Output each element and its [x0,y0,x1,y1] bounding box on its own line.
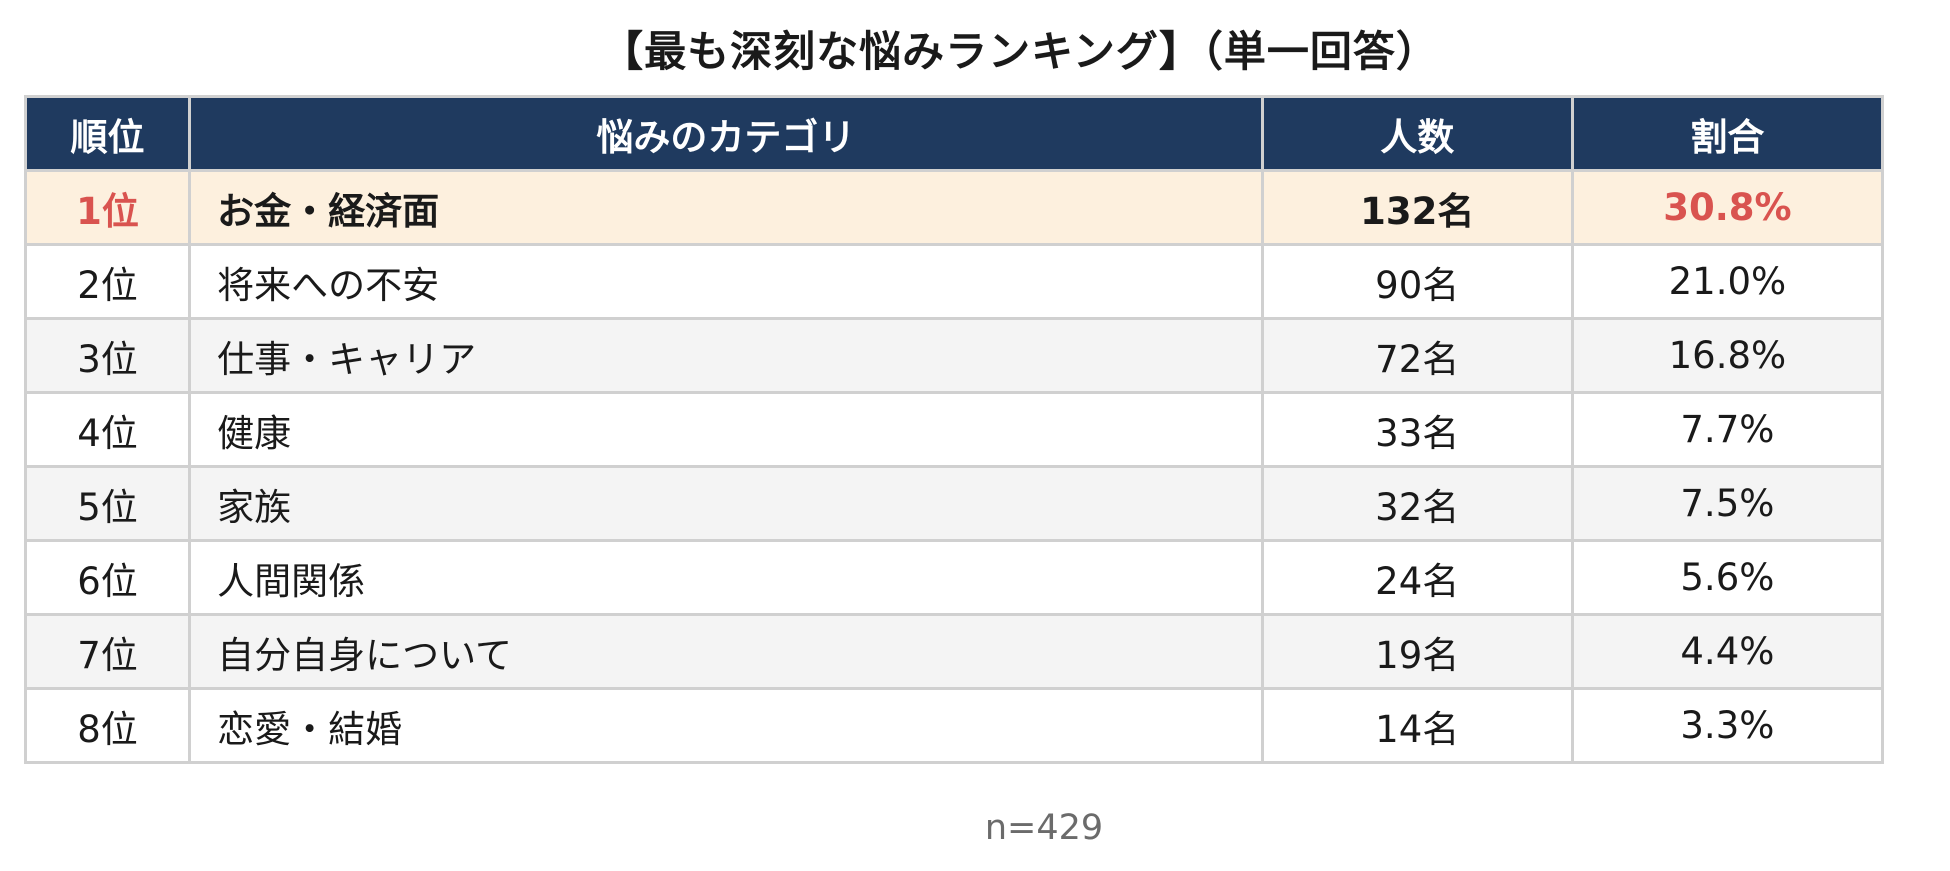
chart-title: 【最も深刻な悩みランキング】（単一回答） [601,27,1439,76]
share-cell: 5.6% [1570,539,1885,616]
category-cell: 家族 [188,465,1264,542]
rank-cell: 4位 [23,391,192,468]
category-cell: 人間関係 [188,539,1264,616]
rank-cell: 6位 [23,539,192,616]
header-category: 悩みのカテゴリ [188,95,1264,172]
ranking-table: 順位 悩みのカテゴリ 人数 割合 1位 お金・経済面 132名 30.8% 2位… [23,95,1885,764]
count-cell: 19名 [1260,613,1574,690]
share-cell: 4.4% [1570,613,1885,690]
count-cell: 14名 [1260,687,1574,764]
header-row: 順位 悩みのカテゴリ 人数 割合 [23,95,1885,172]
share-cell: 7.5% [1570,465,1885,542]
count-cell: 132名 [1260,169,1574,246]
header-rank: 順位 [23,95,192,172]
table-row: 6位 人間関係 24名 5.6% [23,539,1885,616]
share-cell: 16.8% [1570,317,1885,394]
rank-cell: 5位 [23,465,192,542]
count-cell: 24名 [1260,539,1574,616]
rank-cell: 8位 [23,687,192,764]
table-row: 1位 お金・経済面 132名 30.8% [23,169,1885,246]
table-row: 4位 健康 33名 7.7% [23,391,1885,468]
table-row: 7位 自分自身について 19名 4.4% [23,613,1885,690]
category-cell: 仕事・キャリア [188,317,1264,394]
category-cell: 将来への不安 [188,243,1264,320]
count-cell: 33名 [1260,391,1574,468]
rank-cell: 1位 [23,169,192,246]
table-row: 2位 将来への不安 90名 21.0% [23,243,1885,320]
share-cell: 30.8% [1570,169,1885,246]
rank-cell: 2位 [23,243,192,320]
rank-cell: 7位 [23,613,192,690]
table-row: 3位 仕事・キャリア 72名 16.8% [23,317,1885,394]
count-cell: 32名 [1260,465,1574,542]
count-cell: 90名 [1260,243,1574,320]
table-row: 5位 家族 32名 7.5% [23,465,1885,542]
category-cell: 自分自身について [188,613,1264,690]
table-row: 8位 恋愛・結婚 14名 3.3% [23,687,1885,764]
share-cell: 3.3% [1570,687,1885,764]
header-count: 人数 [1260,95,1574,172]
category-cell: 恋愛・結婚 [188,687,1264,764]
rank-cell: 3位 [23,317,192,394]
share-cell: 7.7% [1570,391,1885,468]
sample-size-note: n=429 [984,808,1104,848]
category-cell: お金・経済面 [188,169,1264,246]
category-cell: 健康 [188,391,1264,468]
share-cell: 21.0% [1570,243,1885,320]
count-cell: 72名 [1260,317,1574,394]
header-share: 割合 [1570,95,1885,172]
